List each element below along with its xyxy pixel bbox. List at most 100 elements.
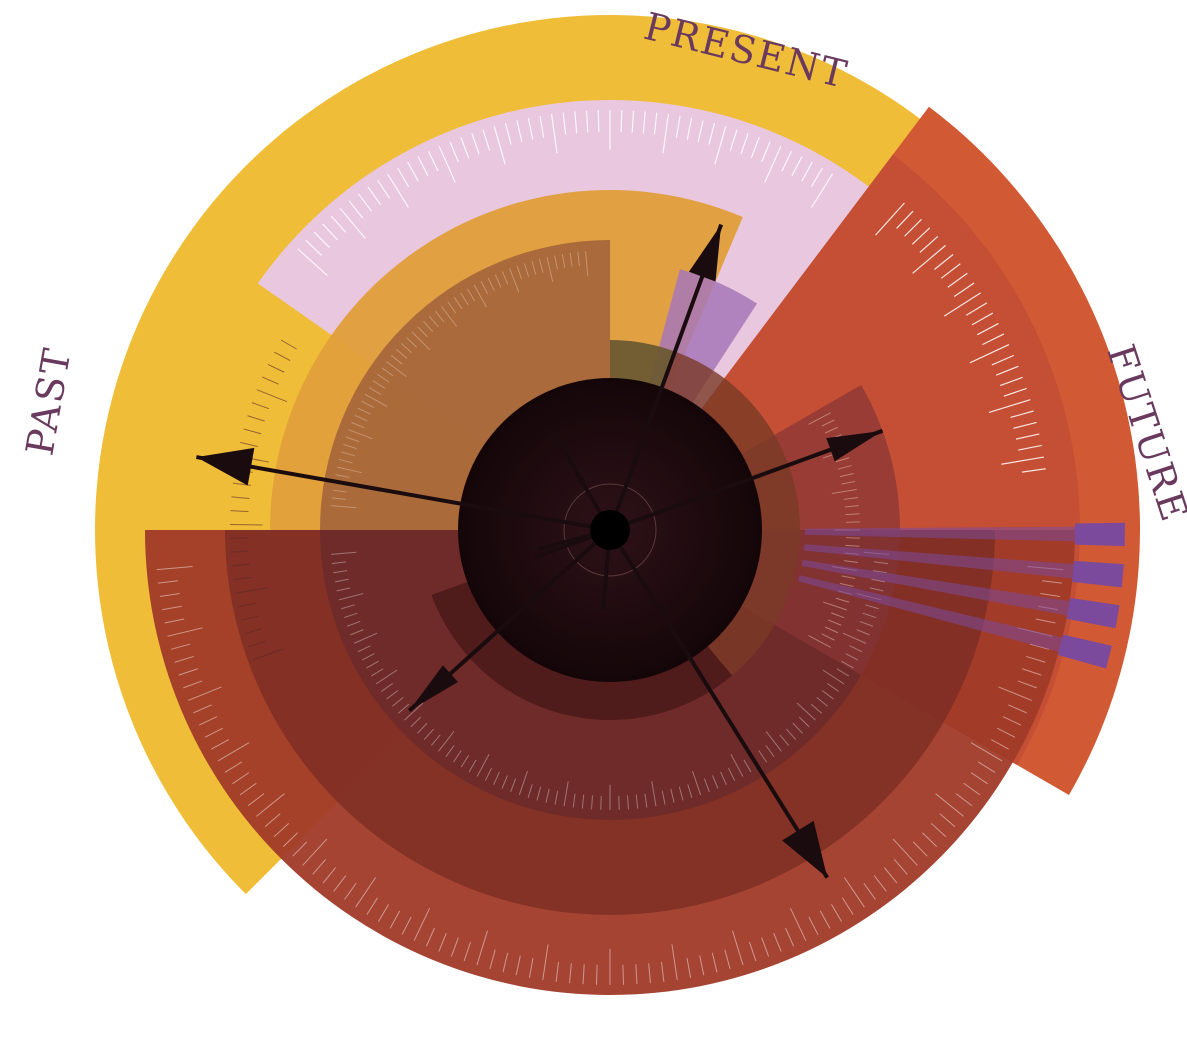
- tick-mid: [865, 604, 879, 610]
- tick-mid: [476, 754, 490, 777]
- tick-mid: [692, 770, 702, 796]
- tick-mid: [712, 775, 719, 789]
- tick-present: [438, 146, 456, 183]
- tick-lower: [344, 882, 357, 900]
- tick-mid: [554, 790, 559, 805]
- tick-mid: [816, 697, 828, 707]
- tick-mid: [862, 612, 877, 619]
- tick-lower: [789, 907, 807, 941]
- tick-lower: [161, 605, 182, 611]
- label-past: PAST: [18, 344, 80, 459]
- tick-mid: [859, 620, 874, 627]
- tick-upper-mid: [338, 458, 353, 464]
- tick-mid: [563, 781, 569, 807]
- tick-past: [273, 351, 291, 361]
- tick-future: [912, 244, 946, 274]
- tick-future: [1018, 444, 1042, 451]
- tick-upper-mid: [531, 260, 537, 275]
- tick-present: [810, 167, 824, 188]
- tick-past: [231, 563, 250, 567]
- tick-mid: [460, 755, 470, 768]
- tick-mid: [869, 587, 884, 592]
- tick-lower: [831, 904, 843, 922]
- tick-mid: [874, 561, 889, 565]
- future-bar-end: [1074, 522, 1125, 547]
- tick-mid: [836, 668, 850, 677]
- tick-mid: [842, 632, 867, 644]
- tick-mid: [730, 754, 744, 777]
- tick-past: [231, 496, 250, 499]
- tick-lower: [312, 858, 327, 875]
- tick-upper-mid: [561, 254, 566, 268]
- tick-mid: [423, 728, 434, 740]
- tick-upper-mid: [357, 407, 371, 415]
- tick-lower: [193, 704, 212, 714]
- tick-future: [982, 333, 1005, 346]
- tick-lower: [998, 686, 1033, 701]
- tick-mid: [527, 784, 533, 798]
- tick-future: [969, 344, 1010, 364]
- tick-mid: [678, 786, 684, 801]
- tick-lower: [366, 897, 378, 915]
- tick-lower: [174, 655, 194, 663]
- tick-present: [516, 120, 523, 143]
- tick-mid: [765, 745, 775, 758]
- tick-lower: [178, 668, 198, 676]
- tick-upper-mid: [361, 400, 375, 409]
- tick-present: [407, 161, 419, 182]
- tick-upper-mid: [516, 265, 523, 280]
- tick-lower: [476, 930, 488, 966]
- tick-lower: [912, 841, 928, 857]
- tick-lower: [863, 882, 876, 900]
- tick-future: [1010, 410, 1034, 419]
- tick-present: [597, 110, 600, 133]
- tick-lower: [622, 964, 624, 985]
- tick-right-mid: [839, 472, 854, 478]
- tick-lower: [159, 593, 180, 597]
- tick-upper-mid: [467, 288, 476, 302]
- tick-future: [1003, 387, 1027, 397]
- tick-lower: [264, 813, 281, 828]
- tick-future: [911, 227, 931, 245]
- tick-future: [947, 272, 968, 288]
- tick-past: [240, 615, 259, 621]
- tick-present: [550, 114, 558, 154]
- tick-lower: [883, 867, 898, 884]
- hand-arrowhead: [537, 534, 591, 550]
- hand-arrowhead: [826, 430, 883, 462]
- tick-marks: [156, 110, 1064, 985]
- future-bar: [804, 526, 1075, 542]
- tick-mid: [536, 786, 542, 801]
- tick-mid: [380, 683, 393, 692]
- tick-past: [256, 389, 288, 403]
- tick-right-mid: [808, 635, 831, 648]
- tick-lower: [333, 875, 347, 892]
- tick-future: [1001, 456, 1045, 465]
- tick-upper-mid: [501, 271, 509, 285]
- tick-lower: [355, 877, 377, 908]
- tick-upper-mid: [422, 320, 434, 333]
- tick-present: [697, 120, 704, 143]
- tick-present: [620, 110, 623, 133]
- tick-upper-mid: [390, 354, 403, 365]
- tick-past: [233, 576, 252, 581]
- tick-lower: [955, 793, 973, 807]
- tick-mid: [493, 771, 500, 785]
- tick-mid: [410, 716, 422, 728]
- tick-past: [244, 628, 262, 635]
- tick-past: [230, 510, 249, 513]
- tick-lower: [401, 916, 412, 935]
- tick-upper-mid: [554, 255, 558, 270]
- tick-lower: [438, 932, 447, 952]
- tick-lower: [761, 937, 770, 957]
- tick-mid: [821, 690, 834, 700]
- tick-past: [230, 550, 249, 553]
- tick-future: [875, 202, 905, 236]
- tick-lower: [515, 955, 521, 976]
- tick-present: [357, 193, 373, 212]
- tick-future: [999, 376, 1023, 387]
- tick-past: [267, 363, 285, 373]
- tick-lower: [711, 952, 718, 973]
- tick-lower: [204, 727, 223, 738]
